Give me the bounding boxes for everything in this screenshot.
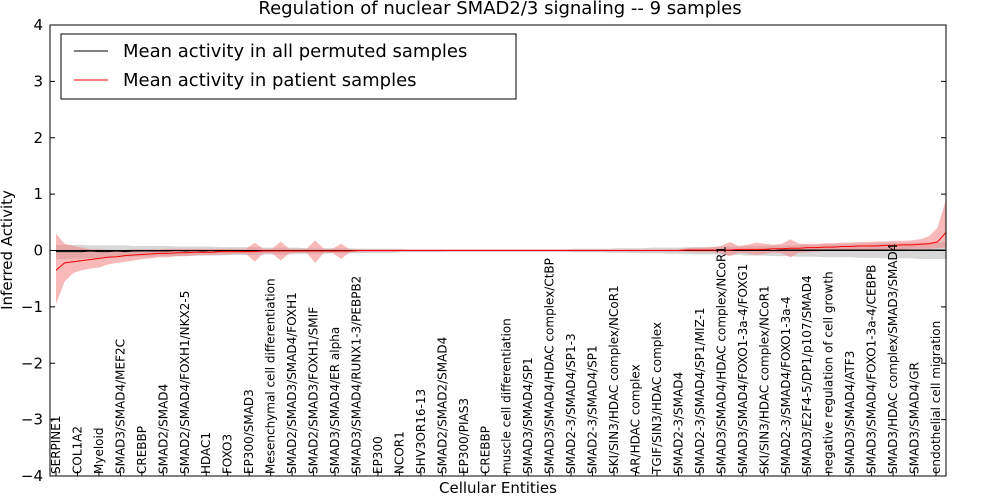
legend: Mean activity in all permuted samples Me…	[60, 33, 517, 100]
patient-line-layer	[55, 232, 947, 271]
x-tick-label: HDAC1	[199, 432, 213, 474]
x-tick-label: SMAD2/SMAD3/FOXH1/SMIF	[307, 307, 321, 474]
x-tick-label: SMAD3/HDAC complex/SMAD3/SMAD4	[886, 244, 900, 474]
x-tick-label: SMAD3/SMAD4/HDAC complex/NCoR1	[714, 246, 728, 474]
x-tick-label: SMAD2/SMAD4	[156, 384, 170, 474]
x-tick-label: FOXO3	[221, 434, 235, 474]
x-tick-label: SMAD2/SMAD4/FOXH1/NKX2-5	[178, 291, 192, 474]
y-axis: −4 −3 −2 −1 0 1 2 3 4	[21, 16, 946, 485]
y-tick-label: 0	[33, 242, 43, 260]
x-tick-label: AR/HDAC complex	[629, 364, 643, 474]
y-tick-label: 1	[33, 185, 43, 203]
plot-area	[49, 24, 947, 477]
y-axis-label: Inferred Activity	[0, 190, 16, 310]
x-tick-label: SMAD3/SMAD4/ATF3	[843, 351, 857, 474]
x-axis: SERPINE1 COL1A2 Myeloid SMAD3/SMAD4/MEF2C CR…	[49, 244, 943, 476]
y-tick-label: 3	[33, 72, 43, 90]
x-axis-label: Cellular Entities	[439, 479, 557, 497]
x-tick-label: EP300	[371, 436, 385, 474]
x-tick-label: SMAD2-3/SMAD4	[671, 372, 685, 474]
x-tick-label: muscle cell differentiation	[500, 318, 514, 474]
x-tick-label: SMAD3/SMAD4/FOXO1-3a-4/FOXG1	[736, 264, 750, 474]
x-tick-label: SMAD2/SMAD3/SMAD4/FOXH1	[285, 292, 299, 474]
x-tick-label: negative regulation of cell growth	[822, 271, 836, 474]
chart-title: Regulation of nuclear SMAD2/3 signaling …	[258, 0, 741, 19]
x-tick-label: SMAD2-3/SMAD4/SP1-3	[564, 333, 578, 474]
x-tick-label: SKI/SIN3/HDAC complex/NCoR1	[607, 285, 621, 474]
x-tick-label: SMAD3/SMAD4/MEF2C	[113, 339, 127, 474]
x-tick-label: SMAD2-3/SMAD4/SP1/MIZ-1	[693, 307, 707, 474]
x-tick-label: SMAD3/SMAD4/FOXO1-3a-4/CEBPB	[865, 265, 879, 474]
patient-mean-line	[55, 232, 947, 271]
legend-label-patient: Mean activity in patient samples	[123, 70, 417, 91]
x-tick-label: SKI/SIN3/HDAC complex/NCoR1	[757, 285, 771, 474]
y-tick-label: 4	[33, 16, 43, 34]
x-tick-label: CREBBP	[135, 426, 149, 474]
x-tick-label: SMAD3/E2F4-5/DP1/p107/SMAD4	[800, 275, 814, 474]
x-tick-label: COL1A2	[70, 426, 84, 474]
x-tick-label: SMAD2-3/SMAD4/FOXO1-3a-4	[779, 296, 793, 474]
x-tick-label: SMAD3/SMAD4/ER alpha	[328, 327, 342, 474]
legend-box	[60, 33, 517, 100]
x-tick-label: SMAD2/SMAD2/SMAD4	[435, 337, 449, 474]
y-tick-label: −3	[21, 411, 43, 429]
x-tick-label: SERPINE1	[49, 415, 63, 474]
x-tick-label: SHV3OR16-13	[414, 389, 428, 474]
x-tick-label: SMAD2-3/SMAD4/SP1	[586, 345, 600, 474]
x-tick-label: TGIF/SIN3/HDAC complex	[650, 322, 664, 475]
x-tick-label: endothelial cell migration	[929, 321, 943, 474]
x-tick-label: SMAD3/SMAD4/HDAC complex/CtBP	[543, 258, 557, 474]
y-tick-label: −1	[21, 298, 43, 316]
x-tick-label: Myeloid	[92, 428, 106, 474]
x-tick-label: NCOR1	[392, 431, 406, 474]
x-tick-label: CREBBP	[478, 426, 492, 474]
y-tick-label: −4	[21, 467, 43, 485]
x-tick-label: SMAD3/SMAD4/GR	[908, 362, 922, 474]
y-tick-label: 2	[33, 129, 43, 147]
x-tick-label: SMAD3/SMAD4/RUNX1-3/PEBPB2	[349, 276, 363, 474]
x-tick-label: EP300/PIAS3	[457, 398, 471, 474]
x-tick-label: Mesenchymal cell differentiation	[264, 278, 278, 474]
legend-label-permuted: Mean activity in all permuted samples	[123, 41, 467, 62]
y-tick-label: −2	[21, 354, 43, 372]
x-tick-label: EP300/SMAD3	[242, 389, 256, 474]
x-tick-label: SMAD3/SMAD4/SP1	[521, 357, 535, 474]
